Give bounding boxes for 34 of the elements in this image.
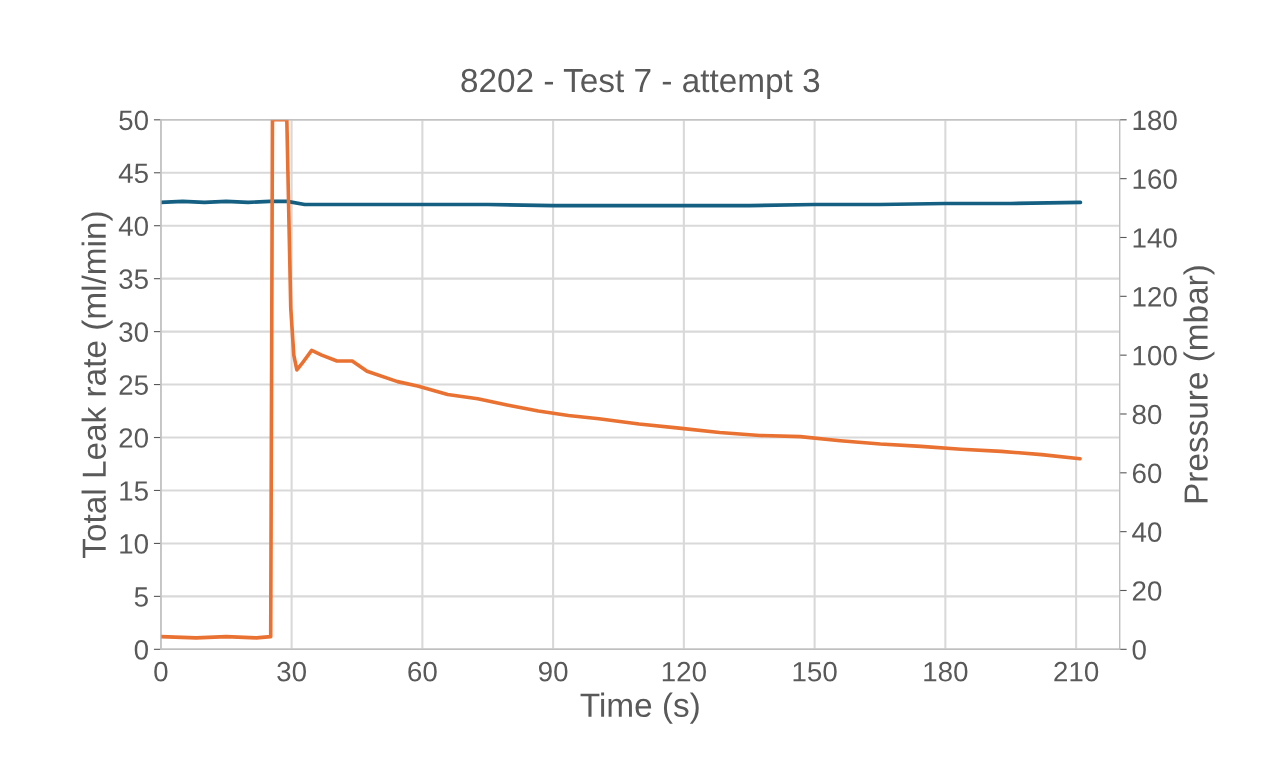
y-tick-label: 35 <box>119 269 148 290</box>
chart-title: 8202 - Test 7 - attempt 3 <box>461 68 820 99</box>
x-tick-label: 90 <box>538 661 568 682</box>
y-tick-label: 25 <box>119 375 148 395</box>
y2-tick-label: 60 <box>1132 463 1162 484</box>
y2-axis-title: Pressure (mbar) <box>1183 266 1215 503</box>
y-tick-label: 20 <box>119 428 148 448</box>
x-tick-label: 150 <box>793 661 837 682</box>
y2-tick-label: 40 <box>1132 522 1162 542</box>
y2-tick-label: 120 <box>1133 286 1177 307</box>
x-tick-label: 0 <box>154 661 168 682</box>
line-series <box>160 119 1082 640</box>
x-tick-label: 210 <box>1054 661 1099 682</box>
y2-tick-label: 80 <box>1132 404 1162 425</box>
y-tick-label: 15 <box>120 481 148 501</box>
y2-tick-label: 20 <box>1132 581 1162 601</box>
y-tick-label: 10 <box>120 534 148 554</box>
x-tick-label: 120 <box>662 661 706 682</box>
x-tick-label: 180 <box>924 661 968 682</box>
y-tick-label: 45 <box>118 163 148 184</box>
y-tick-label: 50 <box>119 110 148 131</box>
y2-tick-label: 140 <box>1133 228 1177 248</box>
x-tick-label: 30 <box>277 661 306 682</box>
y-tick-label: 30 <box>119 322 148 342</box>
y2-tick-label: 180 <box>1133 110 1177 131</box>
y-tick-label: 40 <box>118 216 148 237</box>
y2-tick-label: 100 <box>1133 345 1177 366</box>
y2-tick-label: 160 <box>1133 169 1177 189</box>
y-tick-label: 5 <box>134 587 148 607</box>
x-axis-title: Time (s) <box>580 692 699 724</box>
y-axis-title: Total Leak rate (ml/min) <box>81 212 113 558</box>
y-tick-label: 0 <box>134 639 148 660</box>
y2-tick-label: 0 <box>1132 639 1146 660</box>
x-tick-label: 60 <box>408 661 437 682</box>
